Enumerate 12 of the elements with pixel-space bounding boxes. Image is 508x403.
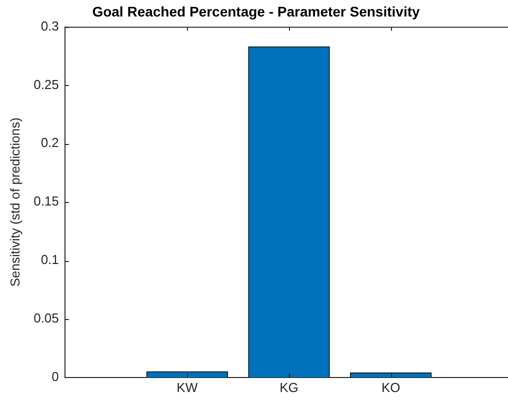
y-tick-label: 0.15 bbox=[34, 194, 59, 209]
y-tick-label: 0.1 bbox=[40, 252, 59, 268]
x-tick-label: KG bbox=[280, 380, 298, 395]
y-tick-label: 0 bbox=[52, 368, 59, 384]
x-tick-label: KW bbox=[176, 380, 198, 395]
y-tick-label: 0.2 bbox=[40, 135, 59, 150]
chart-title: Goal Reached Percentage - Parameter Sensitivity bbox=[92, 3, 420, 20]
y-tick-label: 0.05 bbox=[34, 310, 59, 326]
x-tick-label: KO bbox=[381, 380, 400, 395]
y-tick-label: 0.25 bbox=[34, 76, 59, 92]
y-tick-label: 0.3 bbox=[40, 18, 59, 34]
y-axis-title: Sensitivity (std of predictions) bbox=[7, 118, 22, 287]
